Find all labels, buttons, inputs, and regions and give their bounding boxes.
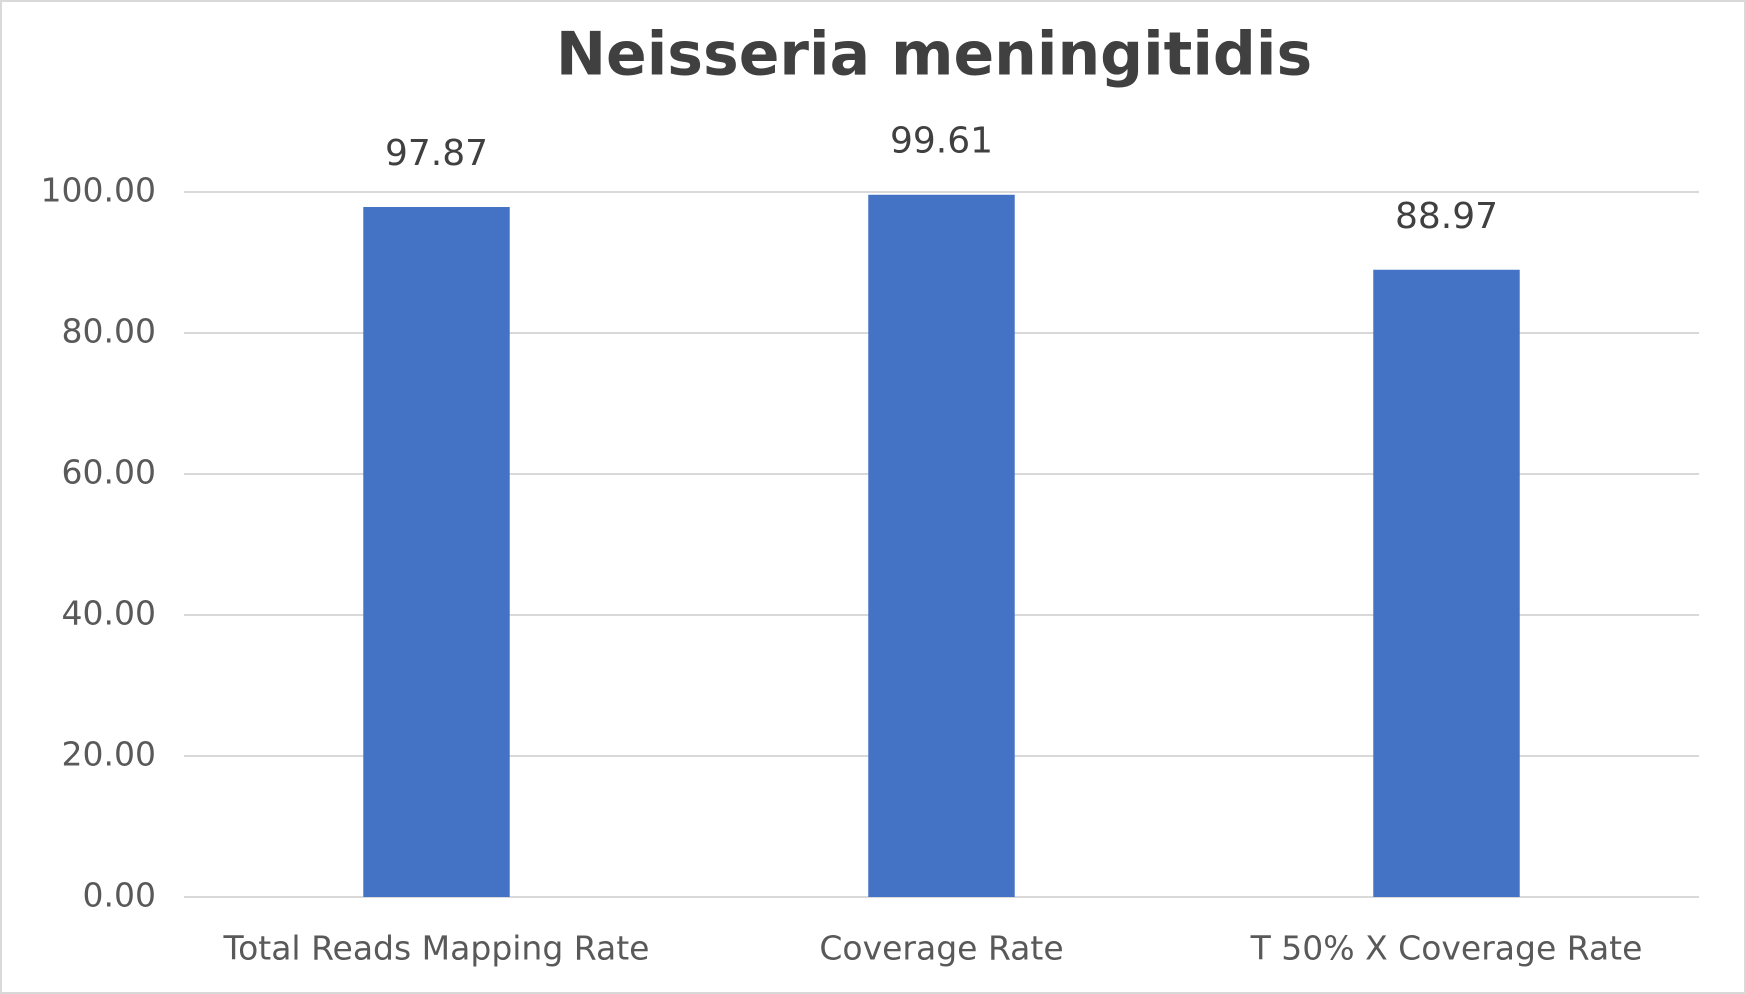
- y-tick-label: 100.00: [41, 171, 156, 210]
- value-label: 99.61: [890, 121, 993, 162]
- y-tick-label: 40.00: [62, 594, 156, 633]
- y-tick-label: 20.00: [62, 735, 156, 774]
- value-label: 97.87: [385, 133, 488, 174]
- x-tick-label: Total Reads Mapping Rate: [223, 929, 650, 968]
- y-tick-label: 80.00: [62, 312, 156, 351]
- y-tick-label: 0.00: [83, 876, 156, 915]
- bar: [868, 194, 1015, 897]
- bar: [363, 207, 510, 898]
- chart-title: Neisseria meningitidis: [556, 20, 1312, 90]
- x-tick-label: Coverage Rate: [819, 929, 1063, 968]
- bar: [1373, 269, 1520, 898]
- value-label: 88.97: [1395, 196, 1498, 237]
- x-tick-label: T 50% X Coverage Rate: [1250, 929, 1643, 968]
- y-tick-label: 60.00: [62, 453, 156, 492]
